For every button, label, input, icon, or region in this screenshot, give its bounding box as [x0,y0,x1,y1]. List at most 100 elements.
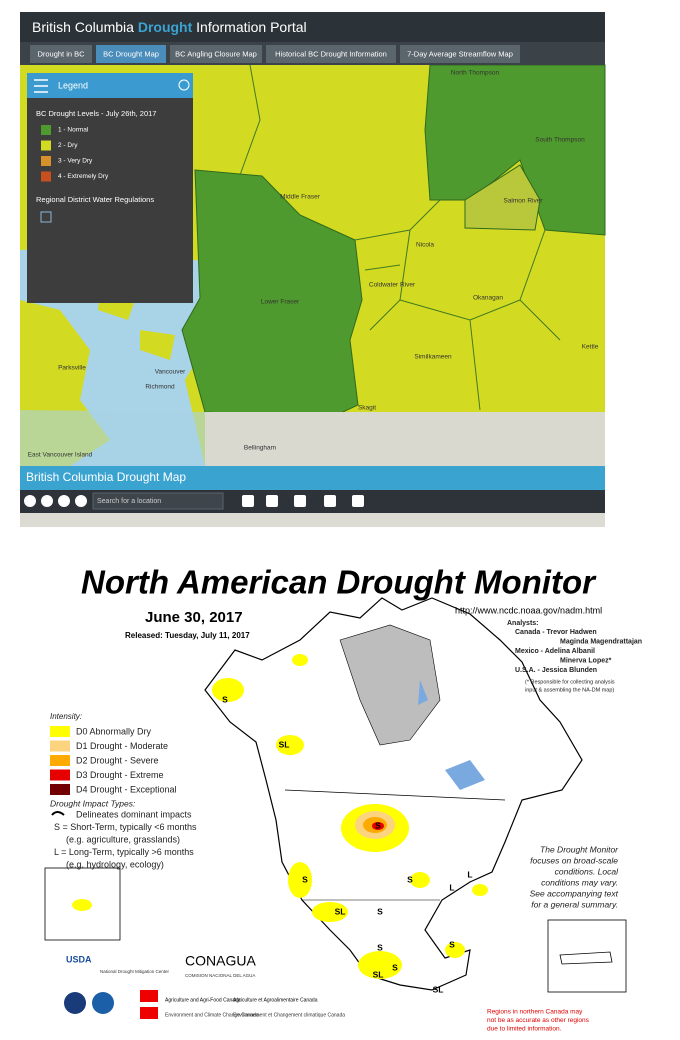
na-map [44,597,627,993]
impact-mark: SL [335,906,346,916]
legend-swatch [41,125,51,135]
impact-mark: SL [279,739,290,749]
impact-mark: SL [373,969,384,979]
search-placeholder: Search for a location [97,498,161,505]
map-label: Lower Fraser [261,299,300,306]
tab-label[interactable]: BC Angling Closure Map [175,49,257,58]
impact-line-text: Delineates dominant impacts [76,809,192,819]
disclaimer: for a general summary. [531,899,618,909]
impact-line [51,811,65,816]
impact-mark: S [377,906,383,916]
tab-label[interactable]: Drought in BC [37,49,85,58]
map-strip [20,513,605,527]
map-title-bar [20,466,605,490]
analyst-note: (* Responsible for collecting analysis [525,679,615,685]
intensity-swatch [50,740,70,752]
map-label: Okanagan [473,295,503,302]
map-label: Nicola [416,242,434,249]
portal-header [20,12,605,42]
portal-title: British Columbia Drought Information Por… [32,19,307,35]
legend-label: 2 - Dry [58,142,78,149]
url: http://www.ncdc.noaa.gov/nadm.html [455,605,602,615]
zoom-button[interactable] [24,495,36,507]
legend-label: 1 - Normal [58,127,89,134]
logo-text: COMISION NACIONAL DEL AGUA [185,973,255,978]
logo-text: CONAGUA [185,953,256,969]
impact-mark: S [449,939,455,949]
tab[interactable] [266,45,396,63]
impact-line-text: S = Short-Term, typically <6 months [54,822,197,832]
regions-note: due to limited information. [487,1026,562,1033]
logo-text: Agriculture et Agroalimentaire Canada [233,997,318,1003]
impact-line-text: L = Long-Term, typically >6 months [54,847,194,857]
analyst-note: input & assembling the NA-DM map) [525,687,614,693]
tab-label[interactable]: 7-Day Average Streamflow Map [407,49,513,58]
map-label: East Vancouver Island [28,452,93,459]
logo-text: USDA [66,954,92,964]
impact-mark: S [392,962,398,972]
logo-text: Agriculture and Agri-Food Canada [165,997,241,1003]
map-label: Salmon River [503,198,543,205]
intensity-swatch [50,726,70,737]
tab-label[interactable]: BC Drought Map [103,49,159,58]
legend-swatch [41,171,51,182]
tab[interactable] [400,45,520,63]
region-icon [40,211,52,223]
zoom-button[interactable] [75,495,87,507]
map-title: British Columbia Drought Map [26,470,186,484]
tab[interactable] [170,45,262,63]
tool-button[interactable] [352,495,364,507]
tool-button[interactable] [242,495,254,507]
map-label: Middle Fraser [280,194,321,201]
title-part: Information Portal [192,19,306,35]
analyst: Maginda Magendrattajan [560,638,642,645]
map-label: North Thompson [451,70,500,77]
impact-mark: S [222,694,228,704]
close-button[interactable] [178,79,190,91]
intensity-swatch [50,769,70,781]
map-label: Skagit [358,405,376,412]
logo-text: Environnement et Changement climatique C… [233,1012,345,1018]
search-box[interactable] [92,492,224,510]
intensity-swatch [50,784,70,795]
tab-label[interactable]: Historical BC Drought Information [275,49,387,58]
intensity-label: D1 Drought - Moderate [76,741,168,751]
intensity-heading: Intensity: [50,712,82,721]
impact-mark: L [449,882,454,892]
monitor-date: June 30, 2017 [145,609,243,626]
disclaimer: conditions. Local [555,866,619,876]
map-label: Kettle [582,344,599,351]
tab[interactable] [96,45,166,63]
zoom-button[interactable] [58,495,70,507]
regions-note: not be as accurate as other regions [487,1017,590,1024]
impact-heading: Drought Impact Types: [50,798,136,808]
disclaimer: conditions may vary. [541,877,618,887]
flag [140,1007,158,1019]
tool-button[interactable] [266,495,278,507]
analysts-heading: Analysts: [507,620,539,627]
tab[interactable] [30,45,92,63]
tool-button[interactable] [294,495,306,507]
tool-button[interactable] [324,495,336,507]
legend-header [27,73,193,98]
disclaimer: focuses on broad-scale [530,855,618,865]
analyst: Minerva Lopez* [560,657,612,664]
flag [140,990,158,1002]
legend-swatch [41,140,51,151]
zoom-button[interactable] [41,495,53,507]
disclaimer: The Drought Monitor [540,844,619,854]
logo-text: Environment and Climate Change Canada [165,1012,259,1018]
map-label: South Thompson [535,137,585,144]
legend-title: Legend [58,80,88,90]
impact-mark: S [407,874,413,884]
released: Released: Tuesday, July 11, 2017 [125,631,250,640]
map-label: Richmond [145,384,175,391]
impact-mark: S [302,874,308,884]
intensity-label: D4 Drought - Exceptional [76,784,177,794]
legend-icon [34,79,48,93]
impact-mark: L [467,869,472,879]
impact-line-text: (e.g. agriculture, grasslands) [66,834,180,844]
monitor-title: North American Drought Monitor [81,564,597,601]
